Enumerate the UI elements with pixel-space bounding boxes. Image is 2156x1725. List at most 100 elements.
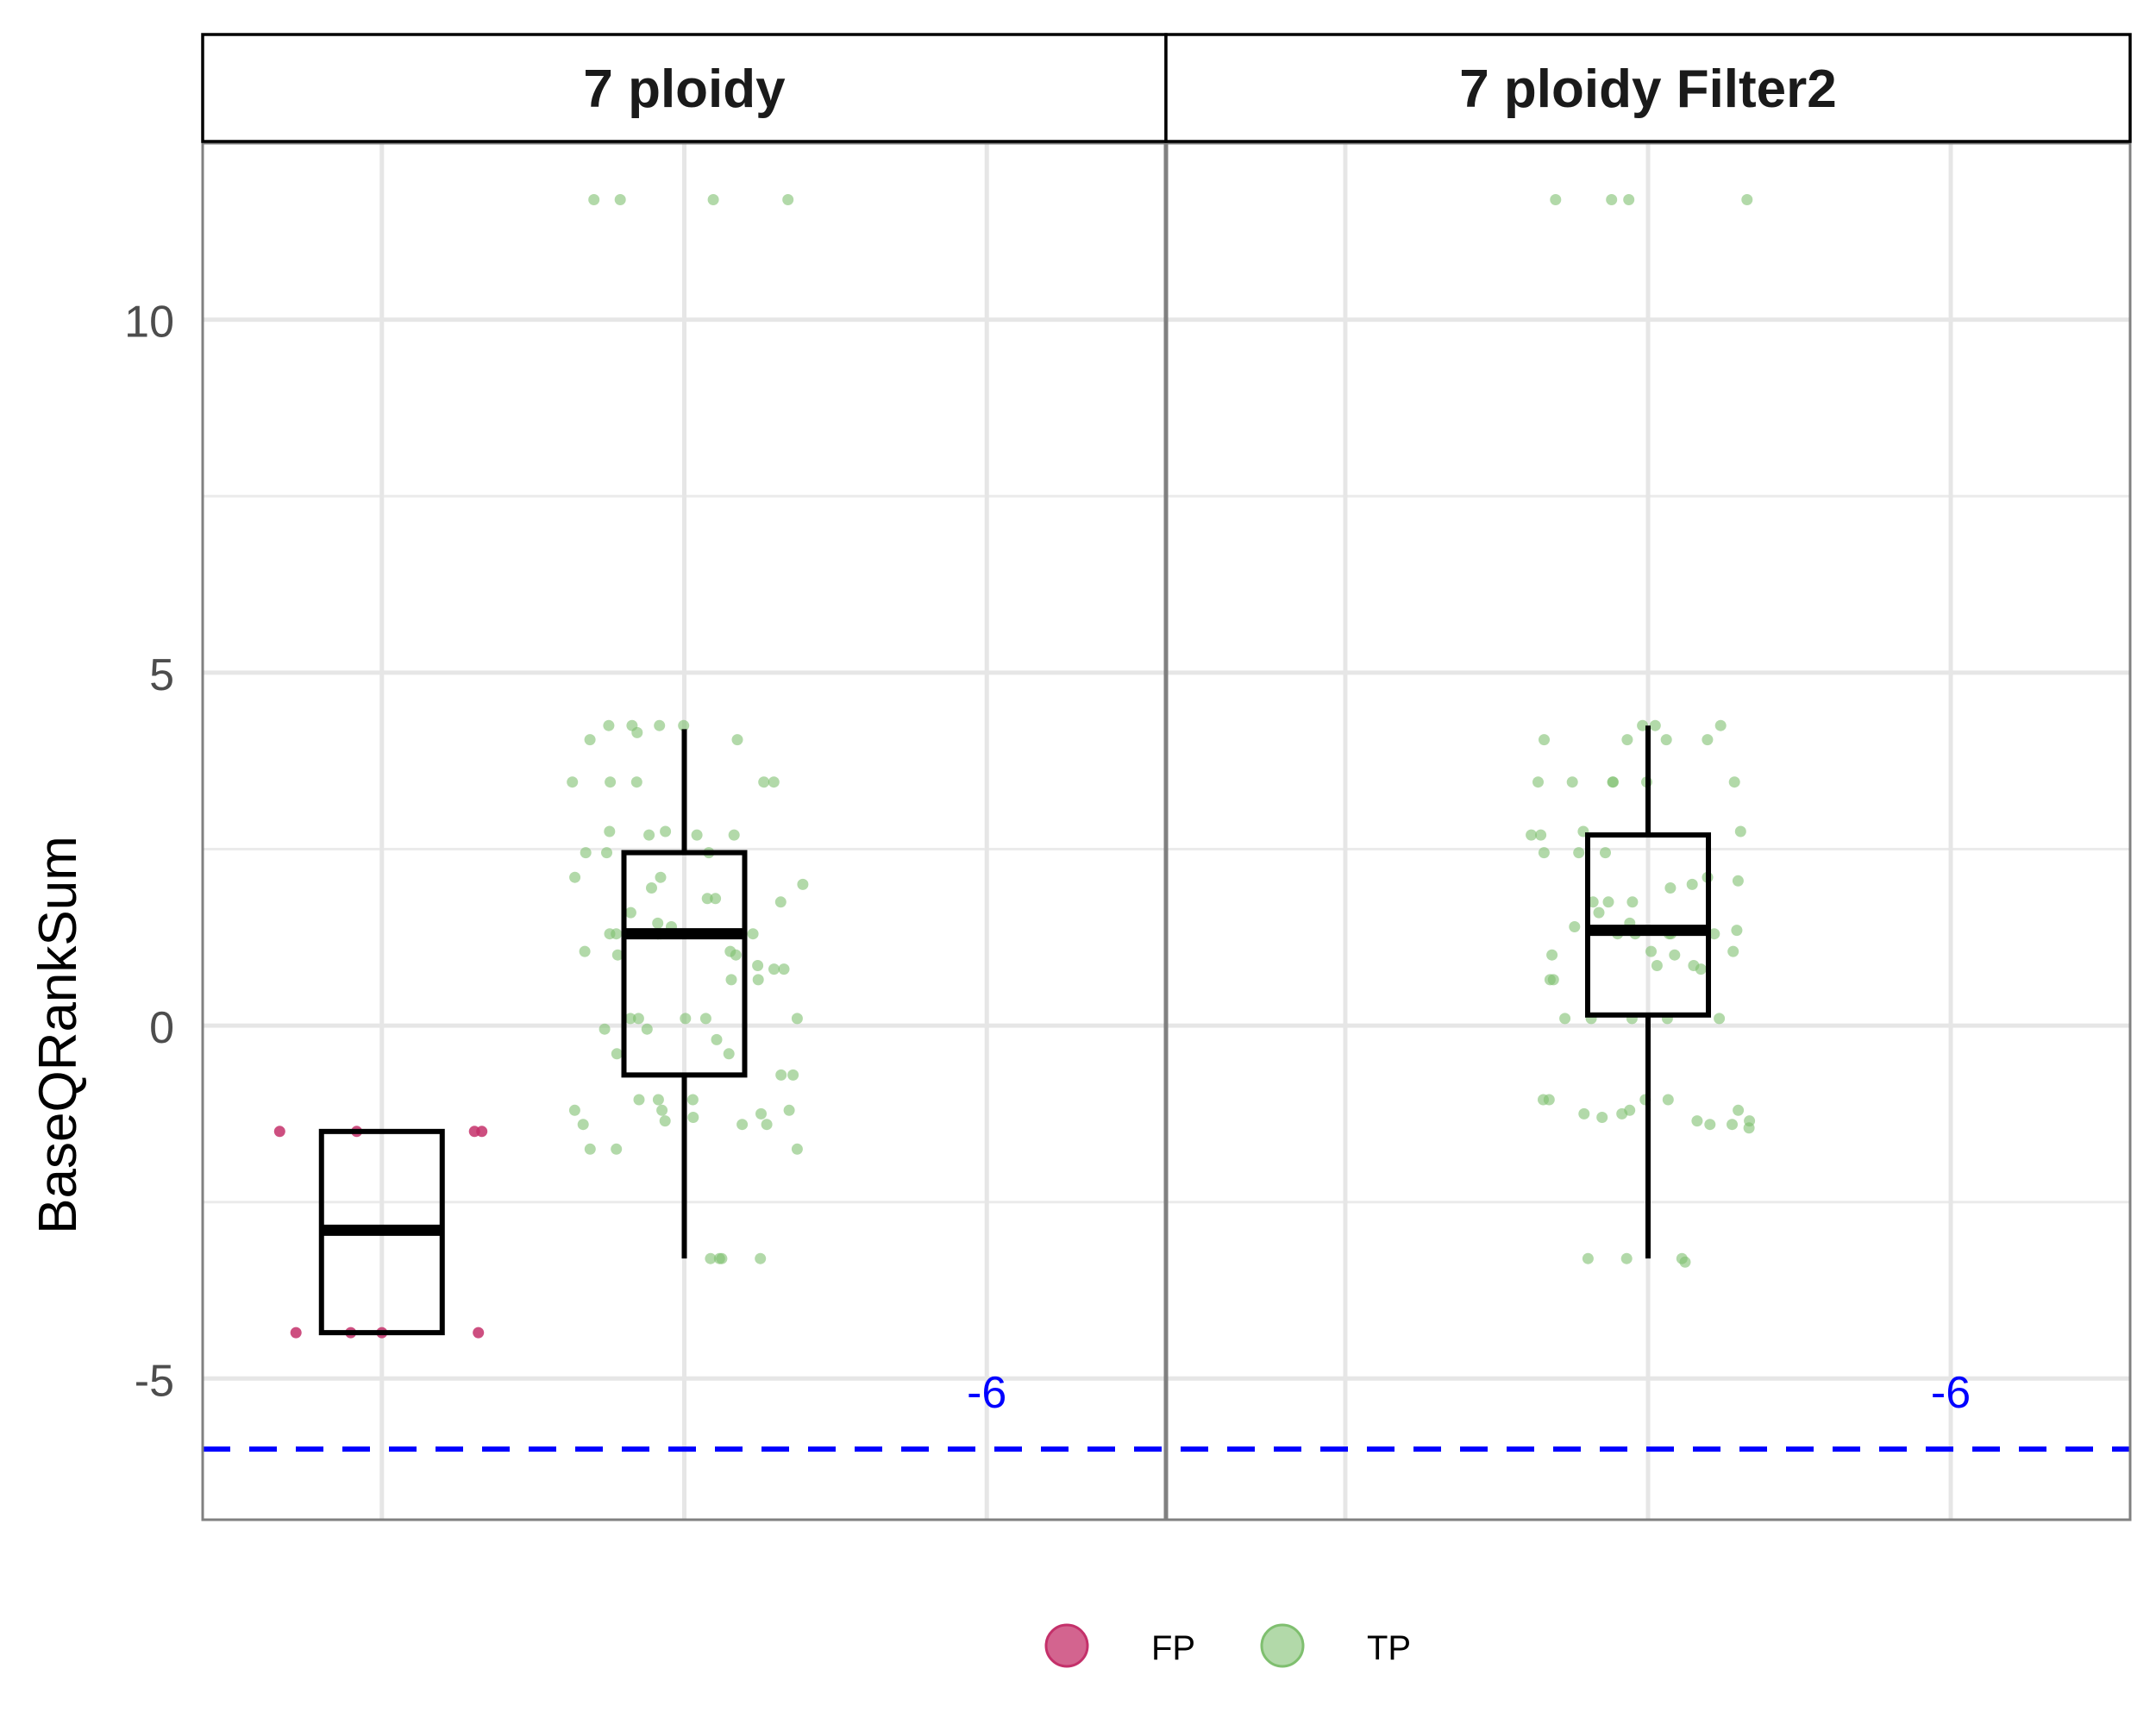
data-point — [725, 974, 737, 986]
data-point — [1728, 776, 1740, 788]
data-point — [1620, 1252, 1633, 1264]
legend-key — [1044, 1623, 1089, 1668]
boxes-layer — [318, 725, 1711, 1336]
data-point — [775, 1069, 787, 1081]
data-point — [1550, 194, 1562, 205]
data-point — [1573, 847, 1585, 859]
data-point — [768, 963, 780, 975]
facet-title: 7 ploidy — [583, 60, 786, 119]
data-point — [755, 1107, 767, 1120]
panel-grid-layer — [203, 143, 2130, 1520]
data-point — [646, 882, 657, 894]
data-point — [1741, 194, 1753, 205]
data-point — [290, 1327, 302, 1339]
data-point — [568, 1104, 580, 1116]
data-point — [713, 1252, 725, 1264]
data-point — [1538, 1094, 1549, 1106]
data-point — [755, 1252, 767, 1264]
data-point — [588, 194, 600, 205]
data-point — [569, 871, 581, 883]
y-axis-title: BaseQRankSum — [28, 836, 88, 1234]
threshold-layer: -6 -6 — [203, 1368, 2130, 1452]
frame-layer — [201, 34, 2132, 1521]
data-point — [643, 829, 655, 841]
data-point — [1596, 1112, 1608, 1123]
data-point — [1532, 776, 1544, 788]
y-tick-label: 5 — [149, 650, 174, 700]
data-point — [1664, 882, 1677, 894]
data-point — [1732, 875, 1744, 887]
data-point — [1606, 194, 1618, 205]
facet-title: 7 ploidy Filter2 — [1459, 60, 1837, 119]
data-point — [707, 194, 719, 205]
legend-item-fp: FP — [1044, 1623, 1195, 1668]
data-point — [1662, 1094, 1674, 1106]
data-point — [797, 878, 809, 890]
data-point — [624, 906, 636, 919]
data-point — [1676, 1252, 1688, 1264]
data-point — [604, 825, 616, 837]
data-point — [1686, 878, 1698, 890]
data-point — [711, 1033, 723, 1045]
data-point — [1731, 925, 1743, 937]
data-point — [656, 1104, 668, 1116]
data-point — [710, 893, 722, 905]
y-tick-label: -5 — [135, 1356, 174, 1406]
data-point — [273, 1126, 285, 1138]
data-point — [654, 719, 666, 731]
data-point — [1582, 1252, 1594, 1264]
data-point — [761, 1119, 773, 1131]
y-axis: -5 0 5 10 — [124, 298, 174, 1407]
data-point — [655, 871, 667, 883]
data-point — [1593, 906, 1605, 919]
data-point — [473, 1327, 485, 1339]
points-layer — [273, 194, 1756, 1339]
data-point — [1608, 776, 1619, 788]
data-point — [1695, 963, 1707, 975]
data-point — [660, 825, 672, 837]
data-point — [659, 1115, 671, 1127]
data-point — [1538, 847, 1550, 859]
data-point — [1734, 825, 1746, 837]
data-point — [1727, 1119, 1738, 1131]
iqr-box — [621, 850, 748, 1078]
data-point — [1708, 928, 1720, 940]
data-point — [632, 1013, 644, 1025]
data-point — [691, 829, 703, 841]
data-point — [747, 928, 759, 940]
data-point — [604, 928, 616, 940]
data-point — [705, 1252, 717, 1264]
data-point — [1637, 719, 1649, 731]
data-point — [567, 776, 579, 788]
data-point — [476, 1126, 488, 1138]
data-point — [783, 1104, 795, 1116]
data-point — [1691, 1115, 1703, 1127]
data-point — [701, 893, 713, 905]
data-point — [580, 847, 592, 859]
data-point — [736, 1119, 749, 1131]
data-point — [787, 1069, 799, 1081]
data-point — [1743, 1122, 1755, 1134]
legend-item-tp: TP — [1260, 1623, 1411, 1668]
data-point — [1660, 734, 1672, 746]
data-point — [1621, 734, 1633, 746]
data-point — [774, 896, 787, 908]
data-point — [1704, 1119, 1716, 1131]
data-point — [1535, 829, 1547, 841]
data-point — [1546, 949, 1558, 961]
data-point — [1600, 847, 1611, 859]
strip-layer: 7 ploidy 7 ploidy Filter2 — [201, 33, 2132, 143]
data-point — [1566, 776, 1578, 788]
threshold-label: -6 — [967, 1368, 1006, 1418]
data-point — [1578, 1107, 1590, 1120]
y-tick-label: 10 — [124, 298, 174, 348]
boxplot-fp — [318, 1128, 445, 1336]
data-point — [577, 1119, 589, 1131]
data-point — [633, 1094, 645, 1106]
data-point — [584, 734, 596, 746]
data-point — [728, 829, 740, 841]
legend-label: TP — [1367, 1629, 1411, 1667]
data-point — [1702, 734, 1714, 746]
data-point — [778, 963, 790, 975]
